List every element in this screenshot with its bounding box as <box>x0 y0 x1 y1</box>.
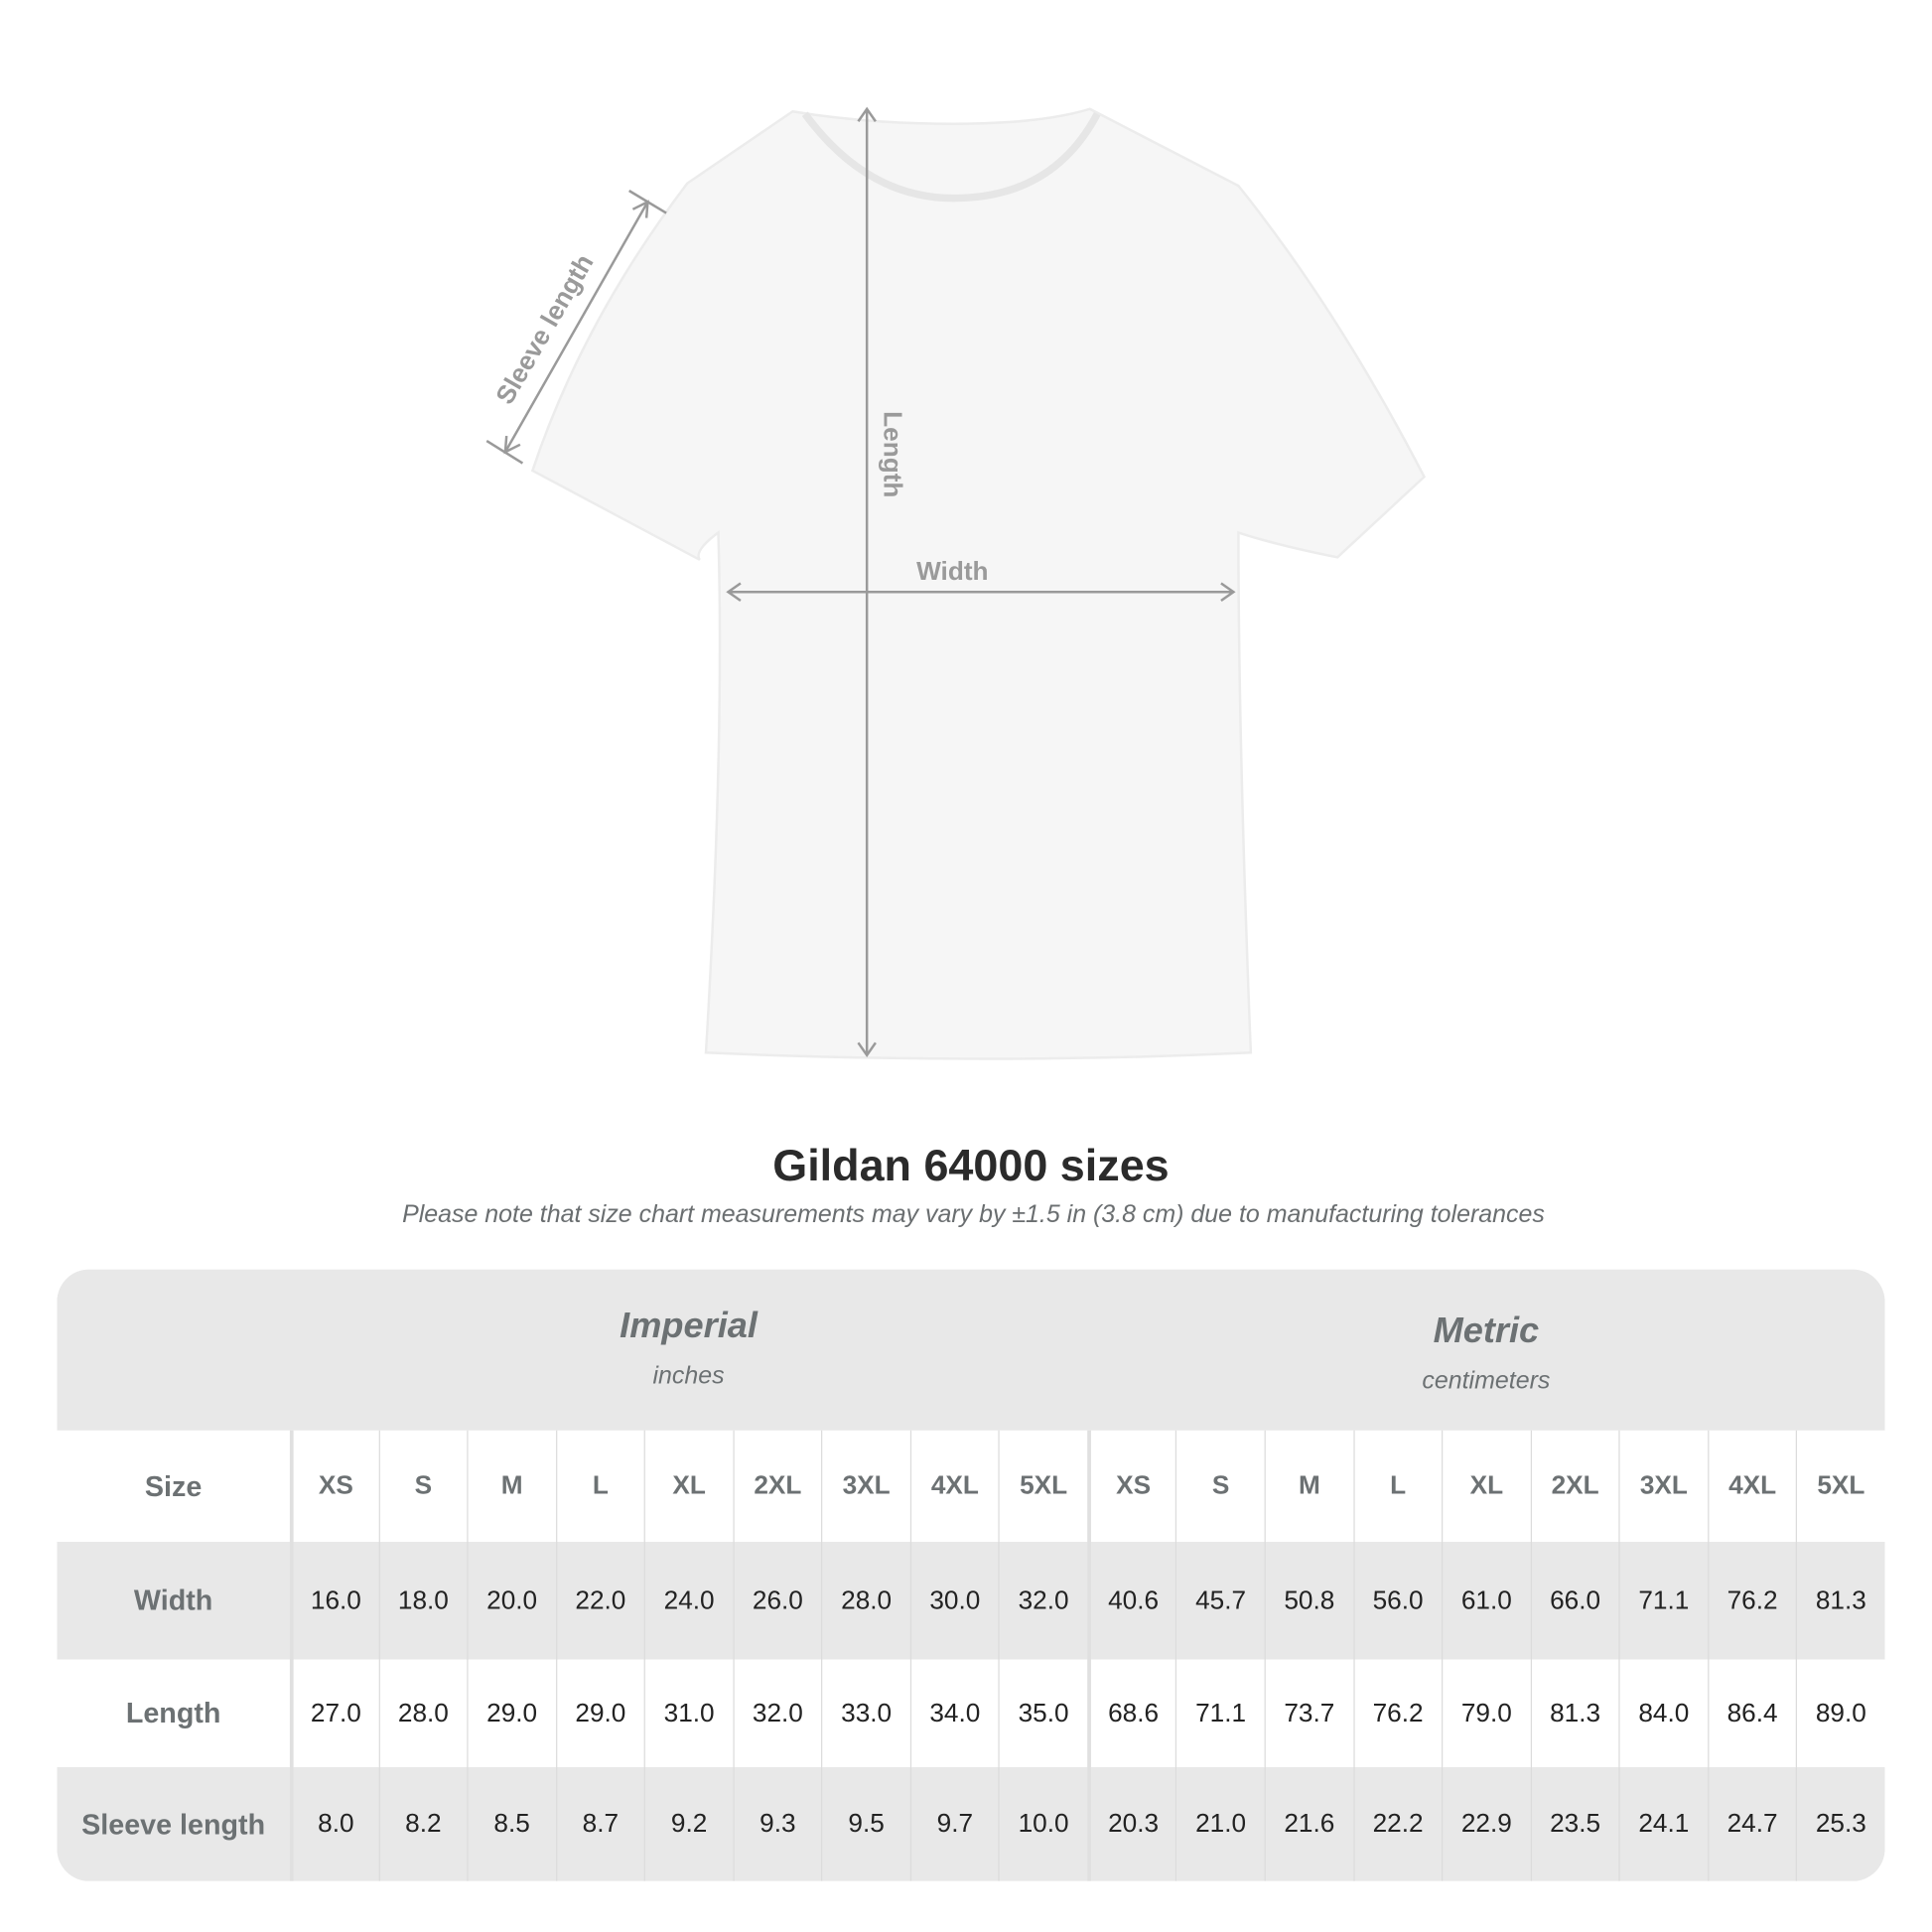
table-cell: 71.1 <box>1175 1659 1264 1768</box>
table-cell: 76.2 <box>1352 1659 1442 1768</box>
size-header-cell: XS <box>1087 1430 1175 1543</box>
imperial-header: Imperial inches <box>290 1307 1087 1391</box>
size-header-cell: XL <box>643 1430 733 1543</box>
size-header-cell: M <box>467 1430 555 1543</box>
table-cell: 16.0 <box>289 1542 378 1660</box>
tshirt-diagram: Sleeve length Length Width <box>485 106 1427 1060</box>
tshirt-illustration <box>530 107 1427 1060</box>
size-header-cell: XL <box>1442 1430 1530 1543</box>
row-label: Size <box>144 1469 203 1502</box>
table-cell: 81.3 <box>1530 1659 1618 1768</box>
table-cell: 68.6 <box>1087 1659 1175 1768</box>
table-cell: 66.0 <box>1530 1542 1618 1660</box>
table-cell: 25.3 <box>1796 1767 1884 1881</box>
table-cell: 18.0 <box>378 1542 467 1660</box>
row-label: Width <box>133 1584 213 1616</box>
size-header-cell: S <box>1175 1430 1264 1543</box>
table-cell: 26.0 <box>733 1542 821 1660</box>
table-cell: 50.8 <box>1264 1542 1353 1660</box>
unit-header: Imperial inches Metric centimeters <box>57 1269 1885 1431</box>
size-header-cell: 4XL <box>909 1430 999 1543</box>
size-header-cell: XS <box>289 1430 378 1543</box>
collar <box>801 111 1101 203</box>
table-cell: 22.2 <box>1352 1767 1442 1881</box>
size-header-cell: 5XL <box>1796 1430 1884 1543</box>
table-cell: 21.6 <box>1264 1767 1353 1881</box>
row-label: Sleeve length <box>81 1807 266 1841</box>
imperial-unit: inches <box>652 1362 725 1390</box>
length-label: Length <box>879 411 908 497</box>
size-header-cell: S <box>378 1430 467 1543</box>
size-header-cell: 4XL <box>1707 1430 1796 1543</box>
table-cell: 81.3 <box>1796 1542 1884 1660</box>
table-cell: 9.3 <box>733 1767 821 1881</box>
table-cell: 24.0 <box>643 1542 733 1660</box>
table-cell: 22.9 <box>1442 1767 1530 1881</box>
width-row: Width 16.0 18.0 20.0 22.0 24.0 26.0 28.0 30.0 32.… <box>57 1542 1885 1660</box>
table-cell: 20.0 <box>467 1542 555 1660</box>
size-header-cell: 5XL <box>998 1430 1087 1543</box>
table-cell: 79.0 <box>1442 1659 1530 1768</box>
table-cell: 21.0 <box>1175 1767 1264 1881</box>
table-cell: 56.0 <box>1352 1542 1442 1660</box>
table-cell: 32.0 <box>733 1659 821 1768</box>
table-cell: 86.4 <box>1707 1659 1796 1768</box>
table-cell: 22.0 <box>555 1542 644 1660</box>
table-cell: 8.2 <box>378 1767 467 1881</box>
metric-title: Metric <box>1433 1311 1540 1351</box>
table-cell: 28.0 <box>378 1659 467 1768</box>
table-cell: 89.0 <box>1796 1659 1884 1768</box>
table-cell: 24.7 <box>1707 1767 1796 1881</box>
table-cell: 31.0 <box>643 1659 733 1768</box>
table-cell: 76.2 <box>1707 1542 1796 1660</box>
metric-header: Metric centimeters <box>1087 1311 1884 1396</box>
table-cell: 27.0 <box>289 1659 378 1768</box>
table-cell: 8.5 <box>467 1767 555 1881</box>
row-label: Length <box>125 1696 221 1729</box>
width-label: Width <box>916 556 988 586</box>
sleeve-arrow <box>503 201 649 453</box>
table-cell: 61.0 <box>1442 1542 1530 1660</box>
size-header-cell: L <box>1352 1430 1442 1543</box>
metric-unit: centimeters <box>1422 1367 1551 1395</box>
length-row: Length 27.0 28.0 29.0 29.0 31.0 32.0 33.0 34.0 35… <box>57 1659 1884 1768</box>
size-header-cell: 3XL <box>821 1430 909 1543</box>
table-cell: 10.0 <box>998 1767 1087 1881</box>
table-cell: 33.0 <box>821 1659 909 1768</box>
tolerance-note: Please note that size chart measurements… <box>402 1200 1545 1229</box>
table-cell: 9.7 <box>909 1767 999 1881</box>
table-cell: 73.7 <box>1264 1659 1353 1768</box>
size-header-cell: 2XL <box>1530 1430 1618 1543</box>
table-cell: 32.0 <box>998 1542 1087 1660</box>
size-header-cell: L <box>555 1430 644 1543</box>
table-cell: 20.3 <box>1087 1767 1175 1881</box>
imperial-title: Imperial <box>620 1307 758 1346</box>
table-cell: 34.0 <box>909 1659 999 1768</box>
table-cell: 71.1 <box>1618 1542 1708 1660</box>
table-cell: 8.0 <box>289 1767 378 1881</box>
chart-title: Gildan 64000 sizes <box>772 1139 1170 1190</box>
size-header-cell: M <box>1264 1430 1353 1543</box>
size-header-cell: 3XL <box>1618 1430 1708 1543</box>
table-cell: 28.0 <box>821 1542 909 1660</box>
table-cell: 30.0 <box>909 1542 999 1660</box>
size-header-cell: 2XL <box>733 1430 821 1543</box>
table-cell: 24.1 <box>1618 1767 1708 1881</box>
table-cell: 29.0 <box>555 1659 644 1768</box>
table-cell: 9.5 <box>821 1767 909 1881</box>
size-table: Imperial inches Metric centimeters Size … <box>57 1269 1885 1881</box>
sleeve-length-row: Sleeve length 8.0 8.2 8.5 8.7 9.2 9.3 9.5 9.7 10.… <box>57 1767 1885 1881</box>
table-cell: 23.5 <box>1530 1767 1618 1881</box>
table-cell: 45.7 <box>1175 1542 1264 1660</box>
table-cell: 40.6 <box>1087 1542 1175 1660</box>
table-cell: 9.2 <box>643 1767 733 1881</box>
table-cell: 8.7 <box>555 1767 644 1881</box>
table-cell: 29.0 <box>467 1659 555 1768</box>
size-row: Size XS S M L XL 2XL 3XL 4XL 5XL XS S M L XL 2XL 3XL 4XL… <box>57 1430 1884 1543</box>
table-cell: 35.0 <box>998 1659 1087 1768</box>
table-cell: 84.0 <box>1618 1659 1708 1768</box>
